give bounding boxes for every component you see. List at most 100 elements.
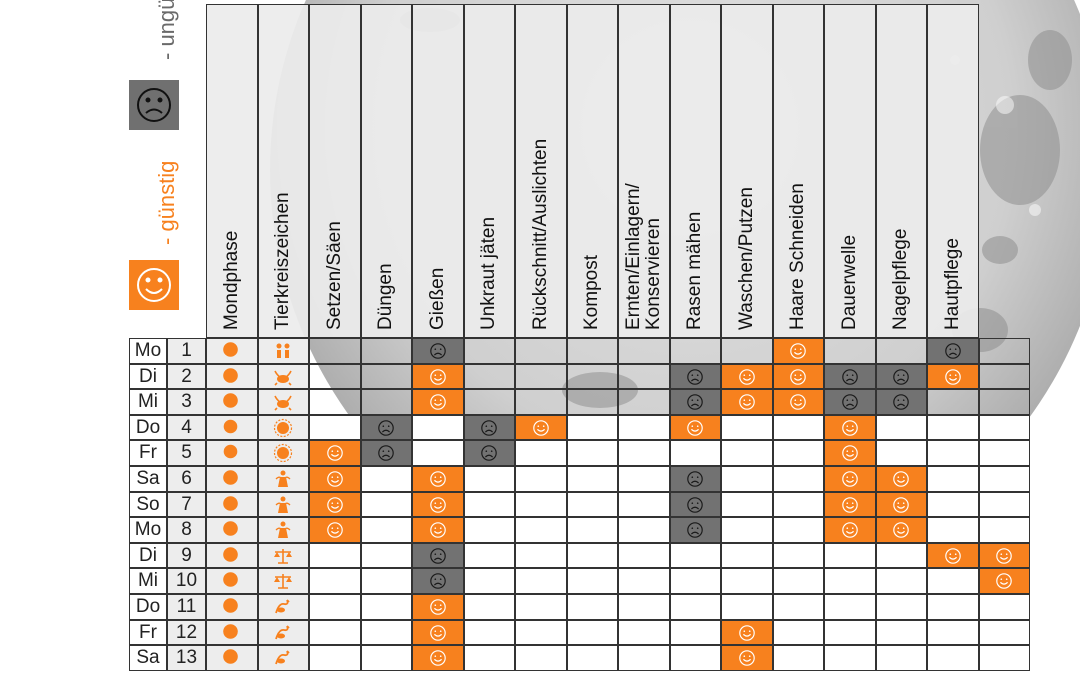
activity-cell[interactable] bbox=[772, 542, 824, 569]
activity-cell[interactable] bbox=[360, 568, 412, 594]
activity-cell[interactable] bbox=[515, 568, 567, 594]
activity-cell[interactable] bbox=[618, 645, 670, 671]
activity-cell[interactable] bbox=[875, 619, 927, 646]
activity-cell[interactable] bbox=[412, 363, 464, 390]
activity-cell[interactable] bbox=[669, 517, 721, 543]
activity-cell[interactable] bbox=[360, 594, 412, 620]
activity-cell[interactable] bbox=[360, 414, 412, 441]
activity-cell[interactable] bbox=[566, 389, 618, 415]
activity-cell[interactable] bbox=[824, 466, 876, 492]
activity-cell[interactable] bbox=[824, 619, 876, 646]
activity-cell[interactable] bbox=[978, 542, 1030, 569]
activity-cell[interactable] bbox=[463, 389, 515, 415]
activity-cell[interactable] bbox=[721, 594, 773, 620]
activity-cell[interactable] bbox=[515, 414, 567, 441]
activity-cell[interactable] bbox=[463, 491, 515, 518]
activity-cell[interactable] bbox=[978, 440, 1030, 466]
activity-cell[interactable] bbox=[412, 338, 464, 364]
activity-cell[interactable] bbox=[463, 645, 515, 671]
activity-cell[interactable] bbox=[721, 389, 773, 415]
activity-cell[interactable] bbox=[618, 491, 670, 518]
activity-cell[interactable] bbox=[360, 645, 412, 671]
activity-cell[interactable] bbox=[566, 491, 618, 518]
activity-cell[interactable] bbox=[360, 440, 412, 466]
activity-cell[interactable] bbox=[772, 440, 824, 466]
activity-cell[interactable] bbox=[721, 542, 773, 569]
activity-cell[interactable] bbox=[824, 517, 876, 543]
activity-cell[interactable] bbox=[566, 619, 618, 646]
activity-cell[interactable] bbox=[309, 414, 361, 441]
activity-cell[interactable] bbox=[515, 440, 567, 466]
activity-cell[interactable] bbox=[721, 619, 773, 646]
activity-cell[interactable] bbox=[824, 491, 876, 518]
activity-cell[interactable] bbox=[721, 491, 773, 518]
activity-cell[interactable] bbox=[875, 440, 927, 466]
activity-cell[interactable] bbox=[618, 363, 670, 390]
activity-cell[interactable] bbox=[515, 491, 567, 518]
activity-cell[interactable] bbox=[618, 466, 670, 492]
activity-cell[interactable] bbox=[463, 338, 515, 364]
activity-cell[interactable] bbox=[875, 389, 927, 415]
activity-cell[interactable] bbox=[515, 542, 567, 569]
activity-cell[interactable] bbox=[875, 594, 927, 620]
activity-cell[interactable] bbox=[978, 389, 1030, 415]
activity-cell[interactable] bbox=[309, 389, 361, 415]
activity-cell[interactable] bbox=[927, 645, 979, 671]
activity-cell[interactable] bbox=[927, 389, 979, 415]
activity-cell[interactable] bbox=[463, 414, 515, 441]
activity-cell[interactable] bbox=[824, 594, 876, 620]
activity-cell[interactable] bbox=[669, 440, 721, 466]
activity-cell[interactable] bbox=[772, 491, 824, 518]
activity-cell[interactable] bbox=[360, 363, 412, 390]
activity-cell[interactable] bbox=[669, 542, 721, 569]
activity-cell[interactable] bbox=[463, 517, 515, 543]
activity-cell[interactable] bbox=[412, 491, 464, 518]
activity-cell[interactable] bbox=[721, 645, 773, 671]
activity-cell[interactable] bbox=[360, 491, 412, 518]
activity-cell[interactable] bbox=[412, 517, 464, 543]
activity-cell[interactable] bbox=[772, 363, 824, 390]
activity-cell[interactable] bbox=[360, 466, 412, 492]
activity-cell[interactable] bbox=[927, 542, 979, 569]
activity-cell[interactable] bbox=[875, 363, 927, 390]
activity-cell[interactable] bbox=[515, 338, 567, 364]
activity-cell[interactable] bbox=[360, 389, 412, 415]
activity-cell[interactable] bbox=[412, 466, 464, 492]
activity-cell[interactable] bbox=[463, 542, 515, 569]
activity-cell[interactable] bbox=[721, 338, 773, 364]
activity-cell[interactable] bbox=[824, 568, 876, 594]
activity-cell[interactable] bbox=[824, 440, 876, 466]
activity-cell[interactable] bbox=[360, 517, 412, 543]
activity-cell[interactable] bbox=[772, 338, 824, 364]
activity-cell[interactable] bbox=[927, 568, 979, 594]
activity-cell[interactable] bbox=[412, 594, 464, 620]
activity-cell[interactable] bbox=[309, 363, 361, 390]
activity-cell[interactable] bbox=[927, 491, 979, 518]
activity-cell[interactable] bbox=[669, 466, 721, 492]
activity-cell[interactable] bbox=[618, 517, 670, 543]
activity-cell[interactable] bbox=[875, 466, 927, 492]
activity-cell[interactable] bbox=[978, 338, 1030, 364]
activity-cell[interactable] bbox=[566, 440, 618, 466]
activity-cell[interactable] bbox=[463, 594, 515, 620]
activity-cell[interactable] bbox=[618, 440, 670, 466]
activity-cell[interactable] bbox=[669, 645, 721, 671]
activity-cell[interactable] bbox=[824, 363, 876, 390]
activity-cell[interactable] bbox=[412, 440, 464, 466]
activity-cell[interactable] bbox=[309, 594, 361, 620]
activity-cell[interactable] bbox=[412, 542, 464, 569]
activity-cell[interactable] bbox=[566, 645, 618, 671]
activity-cell[interactable] bbox=[566, 568, 618, 594]
activity-cell[interactable] bbox=[824, 645, 876, 671]
activity-cell[interactable] bbox=[618, 414, 670, 441]
activity-cell[interactable] bbox=[721, 363, 773, 390]
activity-cell[interactable] bbox=[721, 414, 773, 441]
activity-cell[interactable] bbox=[772, 389, 824, 415]
activity-cell[interactable] bbox=[978, 645, 1030, 671]
activity-cell[interactable] bbox=[566, 338, 618, 364]
activity-cell[interactable] bbox=[463, 440, 515, 466]
activity-cell[interactable] bbox=[772, 568, 824, 594]
activity-cell[interactable] bbox=[412, 568, 464, 594]
activity-cell[interactable] bbox=[566, 594, 618, 620]
activity-cell[interactable] bbox=[875, 338, 927, 364]
